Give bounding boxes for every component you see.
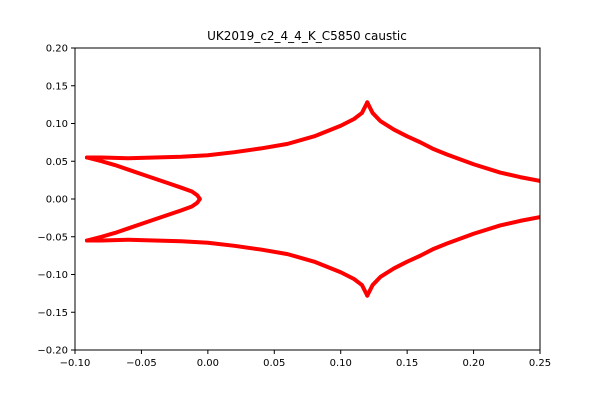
- caustic-curve-2: [365, 100, 540, 183]
- x-tick-label: 0.05: [263, 358, 285, 369]
- y-tick-label: 0.20: [46, 44, 68, 55]
- x-axis: −0.10 −0.05 0.00 0.05 0.10 0.15 0.20 0.25: [60, 350, 551, 369]
- x-tick-label: −0.10: [60, 358, 91, 369]
- series-layer: [84, 100, 540, 298]
- x-tick-label: 0.00: [197, 358, 219, 369]
- caustic-curve-3: [84, 237, 370, 298]
- x-tick-label: −0.05: [126, 358, 157, 369]
- x-tick-label: 0.15: [396, 358, 418, 369]
- axes-frame: [74, 47, 541, 351]
- y-tick-label: −0.20: [37, 346, 68, 357]
- x-tick-label: 0.20: [462, 358, 484, 369]
- y-axis: 0.20 0.15 0.10 0.05 0.00 −0.05 −0.10 −0.15 −0.20: [37, 44, 75, 357]
- y-tick-label: 0.15: [46, 81, 68, 92]
- y-tick-label: −0.10: [37, 270, 68, 281]
- y-tick-label: −0.15: [37, 308, 68, 319]
- caustic-curve-4: [365, 215, 540, 298]
- y-tick-label: −0.05: [37, 232, 68, 243]
- chart-title: UK2019_c2_4_4_K_C5850 caustic: [207, 29, 407, 43]
- x-tick-label: 0.10: [330, 358, 352, 369]
- y-tick-label: 0.00: [46, 195, 68, 206]
- caustic-curve-5: [84, 155, 202, 243]
- caustic-curve-1: [84, 100, 370, 161]
- y-tick-label: 0.05: [46, 157, 68, 168]
- y-tick-label: 0.10: [46, 119, 68, 130]
- x-tick-label: 0.25: [529, 358, 551, 369]
